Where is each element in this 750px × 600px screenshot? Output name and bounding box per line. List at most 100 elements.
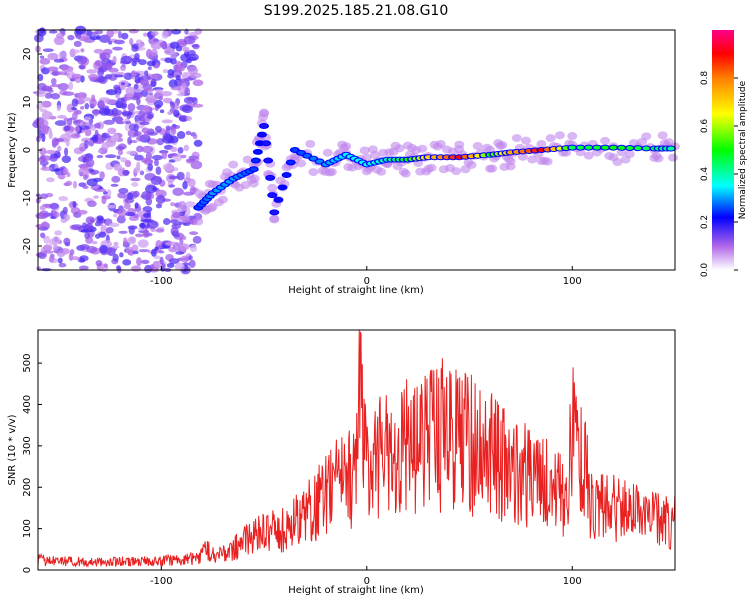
heatmap-noise-cell — [182, 235, 187, 241]
heatmap-noise-cell — [50, 84, 62, 88]
heatmap-halo-cell — [259, 108, 270, 117]
heatmap-halo-cell — [561, 148, 572, 157]
heatmap-halo-cell — [527, 155, 538, 164]
heatmap-noise-cell — [84, 128, 92, 137]
heatmap-noise-cell — [147, 163, 154, 171]
heatmap-halo-cell — [361, 153, 372, 162]
heatmap-noise-cell — [43, 250, 54, 254]
heatmap-noise-cell — [116, 155, 121, 160]
heatmap-noise-cell — [54, 120, 67, 127]
heatmap-noise-cell — [126, 192, 134, 200]
heatmap-noise-cell — [150, 78, 157, 87]
heatmap-noise-cell — [37, 251, 47, 260]
heatmap-ridge-cell — [618, 145, 626, 150]
heatmap-noise-cell — [169, 219, 179, 224]
heatmap-noise-cell — [162, 97, 173, 104]
heatmap-noise-cell — [148, 92, 153, 96]
heatmap-noise-cell — [98, 100, 105, 108]
heatmap-noise-cell — [147, 113, 154, 120]
heatmap-noise-cell — [108, 73, 118, 81]
heatmap-noise-cell — [127, 102, 136, 112]
heatmap-noise-cell — [181, 105, 193, 114]
heatmap-halo-cell — [497, 141, 508, 150]
heatmap-noise-cell — [154, 159, 159, 167]
snr-y-ticks: 0 100 200 300 400 500 — [22, 354, 42, 573]
heatmap-noise-cell — [145, 152, 153, 161]
heatmap-noise-cell — [154, 125, 162, 133]
heatmap-noise-cell — [108, 222, 120, 228]
heatmap-noise-cell — [103, 108, 115, 116]
heatmap-noise-cell — [192, 43, 200, 50]
heatmap-ridge-cell — [270, 210, 278, 215]
heatmap-noise-cell — [185, 207, 191, 217]
heatmap-halo-cell — [536, 140, 547, 149]
heatmap-noise-cell — [172, 187, 184, 196]
heatmap-noise-cell — [150, 48, 158, 57]
heatmap-ridge-cell — [279, 185, 287, 190]
heatmap-noise-cell — [120, 64, 127, 72]
heatmap-noise-cell — [50, 77, 57, 85]
heatmap-noise-cell — [134, 202, 139, 209]
heatmap-noise-cell — [51, 71, 60, 76]
heatmap-halo-cell — [394, 144, 405, 153]
heatmap-noise-cell — [67, 34, 75, 41]
heatmap-noise-cell — [62, 206, 68, 215]
heatmap-noise-cell — [54, 138, 65, 142]
heatmap-halo-cell — [612, 158, 623, 167]
heatmap-noise-cell — [72, 200, 77, 208]
heatmap-noise-cell — [189, 231, 199, 236]
heatmap-noise-cell — [170, 86, 182, 91]
heatmap-noise-cell — [45, 149, 57, 155]
colorbar-ticks: 0.0 0.2 0.4 0.6 0.8 — [700, 71, 738, 277]
heatmap-noise-cell — [185, 201, 196, 208]
heatmap-halo-cell — [426, 163, 437, 172]
heatmap-noise-cell — [71, 112, 79, 120]
heatmap-noise-cell — [93, 48, 104, 54]
heatmap-ridge-cell — [283, 172, 291, 177]
heatmap-noise-cell — [71, 98, 79, 107]
heatmap-noise-cell — [125, 86, 136, 96]
heatmap-halo-cell — [583, 151, 594, 160]
snr-panel: -100 0 100 0 100 200 300 400 500 Height of stra… — [7, 329, 676, 596]
heatmap-noise-cell — [48, 255, 55, 263]
heatmap-noise-cell — [170, 126, 177, 136]
heatmap-noise-cell — [35, 224, 44, 228]
heatmap-noise-cell — [99, 231, 107, 238]
heatmap-noise-cell — [124, 123, 130, 132]
heatmap-noise-cell — [78, 265, 89, 271]
heatmap-noise-cell — [122, 169, 130, 176]
heatmap-noise-cell — [57, 174, 67, 179]
heatmap-noise-cell — [99, 52, 106, 58]
heatmap-noise-cell — [145, 94, 157, 104]
heatmap-noise-cell — [80, 229, 89, 233]
heatmap-y-ticks: -20 -10 0 10 20 — [22, 48, 42, 254]
heatmap-noise-cell — [132, 190, 140, 198]
heatmap-halo-cell — [641, 132, 652, 141]
heatmap-noise-cell — [161, 150, 168, 160]
heatmap-noise-cell — [155, 228, 165, 233]
heatmap-noise-cell — [52, 243, 59, 253]
heatmap-noise-cell — [39, 55, 45, 59]
heatmap-noise-cell — [168, 258, 180, 264]
heatmap-halo-cell — [242, 155, 253, 164]
heatmap-y-tick-label: -20 — [22, 238, 33, 254]
heatmap-noise-cell — [74, 125, 80, 133]
heatmap-noise-cell — [131, 45, 139, 52]
heatmap-noise-cell — [101, 142, 110, 150]
heatmap-ridge-cell — [303, 153, 311, 158]
heatmap-noise-cell — [89, 98, 97, 108]
heatmap-noise-cell — [113, 39, 125, 45]
heatmap-noise-cell — [173, 167, 179, 172]
heatmap-halo-cell — [322, 148, 333, 157]
heatmap-noise-cell — [105, 226, 114, 234]
heatmap-noise-cell — [162, 163, 174, 171]
heatmap-noise-cell — [53, 211, 60, 218]
heatmap-noise-cell — [107, 40, 113, 45]
heatmap-noise-cell — [71, 73, 82, 79]
heatmap-noise-cell — [192, 103, 204, 108]
heatmap-noise-cell — [150, 30, 159, 36]
heatmap-noise-cell — [178, 78, 185, 82]
snr-series-line — [37, 329, 676, 568]
heatmap-noise-cell — [142, 206, 153, 213]
heatmap-noise-cell — [159, 41, 167, 48]
